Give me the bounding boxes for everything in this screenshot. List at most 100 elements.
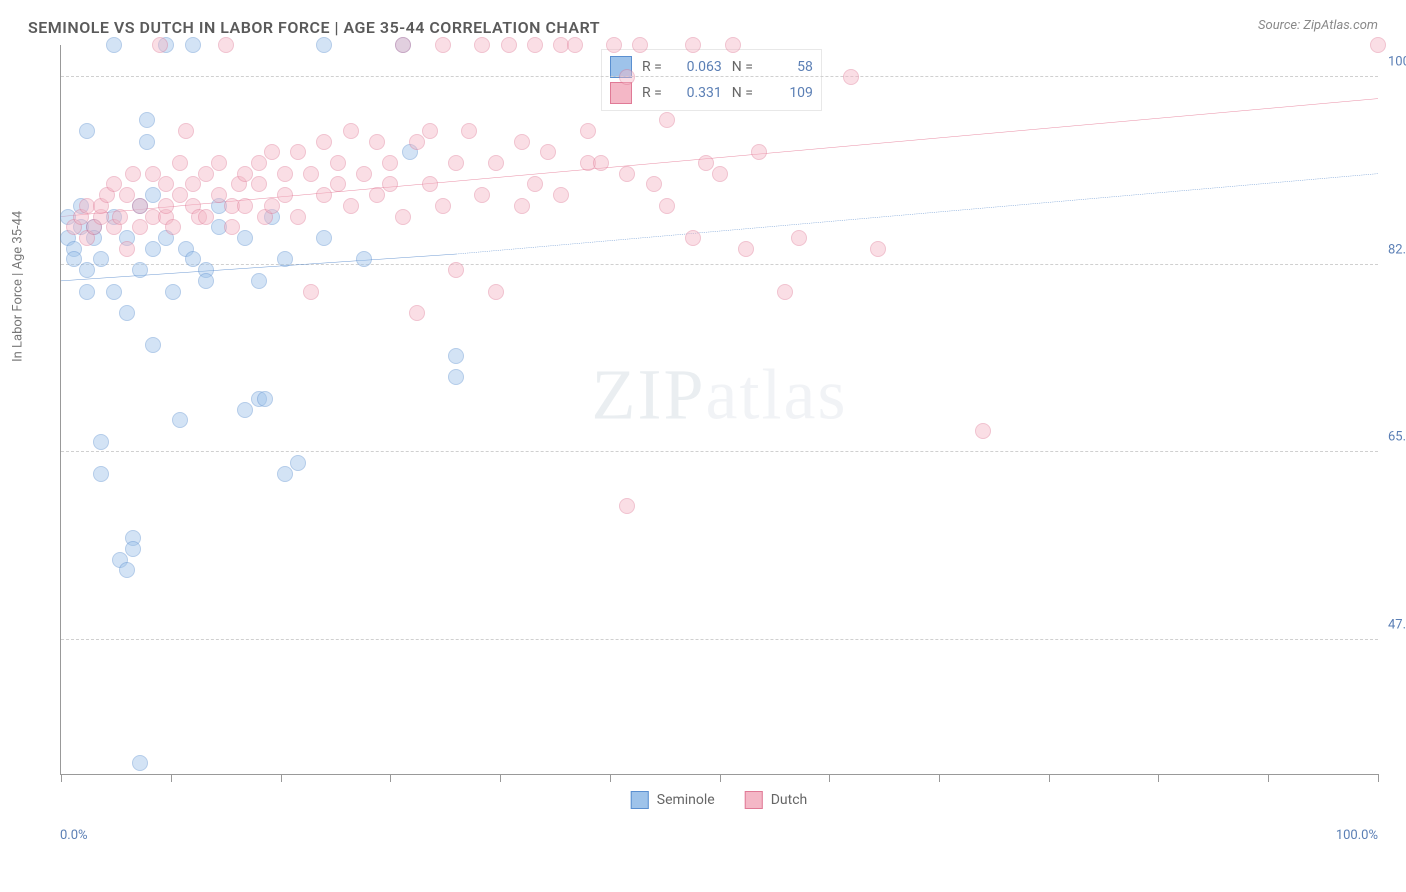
- x-tick: [281, 774, 282, 782]
- scatter-point: [356, 251, 372, 267]
- watermark-light: atlas: [706, 354, 848, 434]
- scatter-point: [178, 123, 194, 139]
- chart-header: SEMINOLE VS DUTCH IN LABOR FORCE | AGE 3…: [0, 0, 1406, 45]
- scatter-point: [132, 755, 148, 771]
- scatter-point: [185, 37, 201, 53]
- scatter-point: [211, 155, 227, 171]
- scatter-point: [725, 37, 741, 53]
- scatter-point: [277, 466, 293, 482]
- scatter-point: [224, 219, 240, 235]
- scatter-point: [395, 209, 411, 225]
- x-tick: [61, 774, 62, 782]
- gridline-h: [61, 76, 1378, 77]
- plot-area: ZIPatlas R =0.063N =58R =0.331N =109 100…: [60, 45, 1378, 775]
- scatter-point: [330, 155, 346, 171]
- scatter-point: [132, 219, 148, 235]
- stat-r-value: 0.063: [672, 59, 722, 75]
- scatter-point: [738, 241, 754, 257]
- scatter-point: [106, 37, 122, 53]
- scatter-point: [106, 284, 122, 300]
- scatter-point: [448, 348, 464, 364]
- legend-swatch: [610, 82, 632, 104]
- scatter-point: [488, 284, 504, 300]
- stats-row: R =0.331N =109: [610, 80, 813, 106]
- legend-swatch: [745, 791, 763, 809]
- legend-label: Seminole: [657, 792, 715, 808]
- scatter-point: [422, 176, 438, 192]
- scatter-point: [277, 251, 293, 267]
- scatter-point: [125, 541, 141, 557]
- x-tick: [390, 774, 391, 782]
- scatter-point: [422, 123, 438, 139]
- scatter-point: [843, 69, 859, 85]
- stat-r-label: R =: [642, 59, 662, 75]
- scatter-point: [435, 198, 451, 214]
- scatter-point: [316, 230, 332, 246]
- scatter-point: [257, 391, 273, 407]
- scatter-point: [540, 144, 556, 160]
- scatter-point: [198, 273, 214, 289]
- scatter-point: [303, 166, 319, 182]
- legend-label: Dutch: [771, 792, 808, 808]
- gridline-h: [61, 639, 1378, 640]
- x-tick: [1268, 774, 1269, 782]
- scatter-point: [356, 166, 372, 182]
- scatter-point: [712, 166, 728, 182]
- scatter-point: [777, 284, 793, 300]
- scatter-point: [237, 230, 253, 246]
- scatter-point: [218, 37, 234, 53]
- scatter-point: [514, 134, 530, 150]
- scatter-point: [659, 112, 675, 128]
- scatter-point: [198, 166, 214, 182]
- stat-r-value: 0.331: [672, 85, 722, 101]
- scatter-point: [395, 37, 411, 53]
- scatter-point: [382, 176, 398, 192]
- scatter-point: [290, 455, 306, 471]
- scatter-point: [619, 69, 635, 85]
- scatter-point: [165, 284, 181, 300]
- scatter-point: [461, 123, 477, 139]
- scatter-point: [237, 198, 253, 214]
- scatter-point: [158, 198, 174, 214]
- scatter-point: [567, 37, 583, 53]
- scatter-point: [93, 251, 109, 267]
- stat-n-value: 109: [763, 85, 813, 101]
- scatter-point: [290, 144, 306, 160]
- gridline-h: [61, 451, 1378, 452]
- scatter-point: [303, 284, 319, 300]
- scatter-point: [593, 155, 609, 171]
- scatter-point: [125, 166, 141, 182]
- scatter-point: [145, 337, 161, 353]
- scatter-point: [527, 37, 543, 53]
- legend-swatch: [631, 791, 649, 809]
- scatter-point: [330, 176, 346, 192]
- scatter-point: [619, 498, 635, 514]
- x-tick: [720, 774, 721, 782]
- chart-container: In Labor Force | Age 35-44 ZIPatlas R =0…: [60, 45, 1378, 815]
- scatter-point: [632, 37, 648, 53]
- scatter-point: [264, 144, 280, 160]
- x-tick: [1049, 774, 1050, 782]
- gridline-h: [61, 264, 1378, 265]
- scatter-point: [79, 262, 95, 278]
- scatter-point: [290, 209, 306, 225]
- scatter-point: [119, 305, 135, 321]
- scatter-point: [343, 123, 359, 139]
- scatter-point: [514, 198, 530, 214]
- scatter-point: [751, 144, 767, 160]
- legend-item: Seminole: [631, 791, 715, 809]
- scatter-point: [685, 230, 701, 246]
- scatter-point: [172, 412, 188, 428]
- scatter-point: [448, 262, 464, 278]
- scatter-point: [172, 155, 188, 171]
- scatter-point: [474, 37, 490, 53]
- scatter-point: [1370, 37, 1386, 53]
- scatter-point: [165, 219, 181, 235]
- scatter-point: [685, 37, 701, 53]
- scatter-point: [580, 123, 596, 139]
- chart-source: Source: ZipAtlas.com: [1258, 18, 1378, 33]
- scatter-point: [488, 155, 504, 171]
- scatter-point: [659, 198, 675, 214]
- scatter-point: [369, 134, 385, 150]
- scatter-point: [316, 187, 332, 203]
